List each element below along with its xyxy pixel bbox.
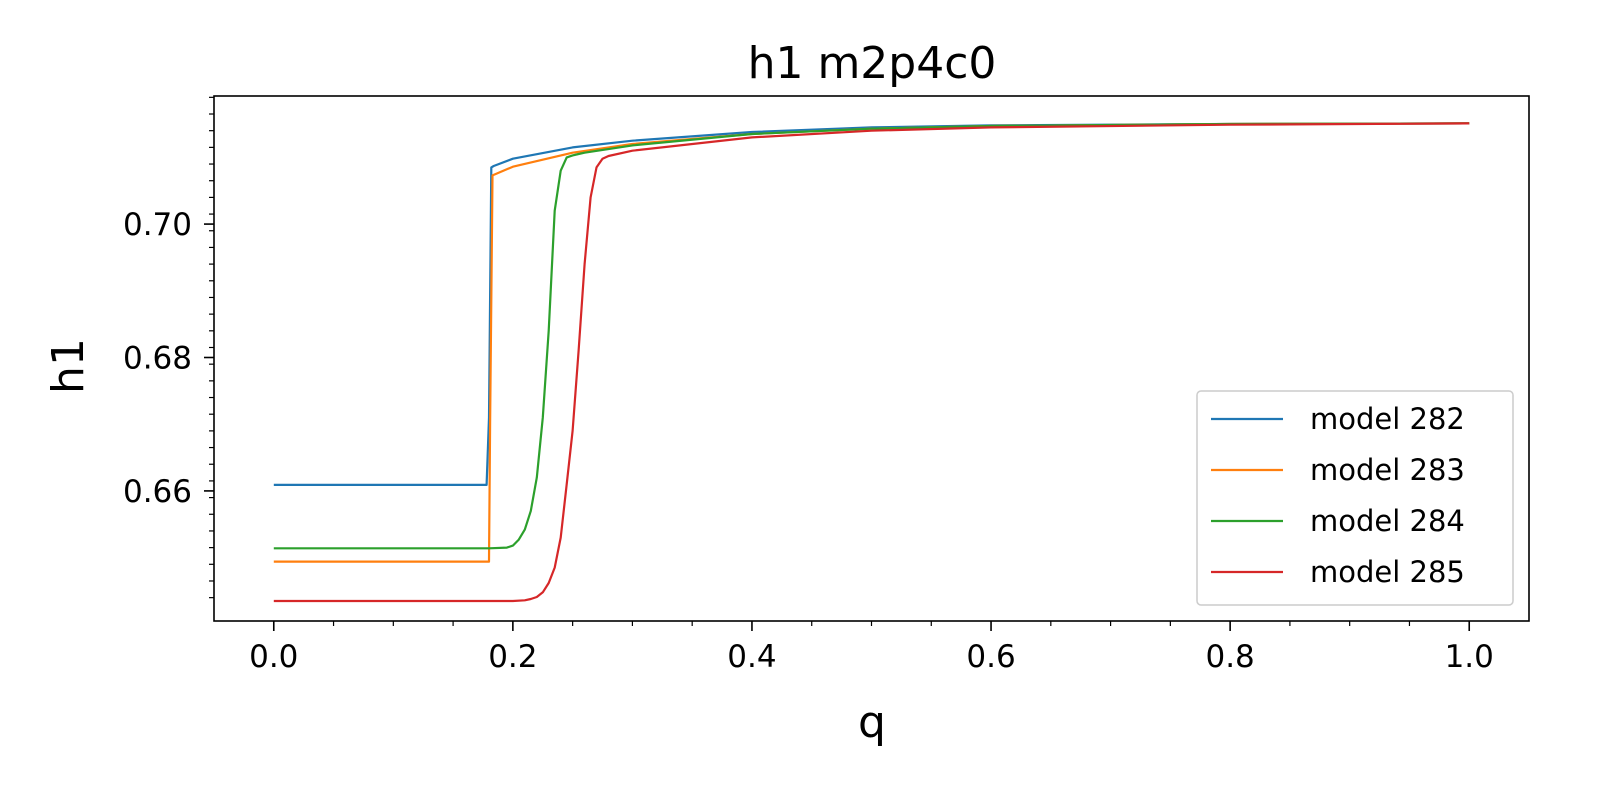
legend-label-2: model 284 [1310,504,1465,538]
x-tick-label: 0.4 [727,639,776,675]
chart-title: h1 m2p4c0 [748,38,997,89]
x-axis-label: q [858,697,886,748]
y-tick-label: 0.68 [123,340,192,376]
legend: model 282 model 283 model 284 model 285 [1196,390,1514,606]
x-tick-label: 1.0 [1445,639,1494,675]
x-tick-label: 0.6 [966,639,1015,675]
y-axis-label: h1 [43,338,94,394]
x-tick-label: 0.0 [249,639,298,675]
legend-label-3: model 285 [1310,555,1465,589]
plot-area: 0.0 0.2 0.4 0.6 0.8 1.0 0.66 0.68 0.70 [123,95,1530,675]
y-tick-label: 0.70 [123,207,192,243]
series-line-3 [273,122,1470,603]
legend-box [1196,390,1514,606]
y-tick-label: 0.66 [123,474,192,510]
x-tick-label: 0.2 [488,639,537,675]
legend-label-1: model 283 [1310,453,1465,487]
x-tick-label: 0.8 [1205,639,1254,675]
series-line-2 [273,122,1470,550]
legend-label-0: model 282 [1310,402,1465,436]
